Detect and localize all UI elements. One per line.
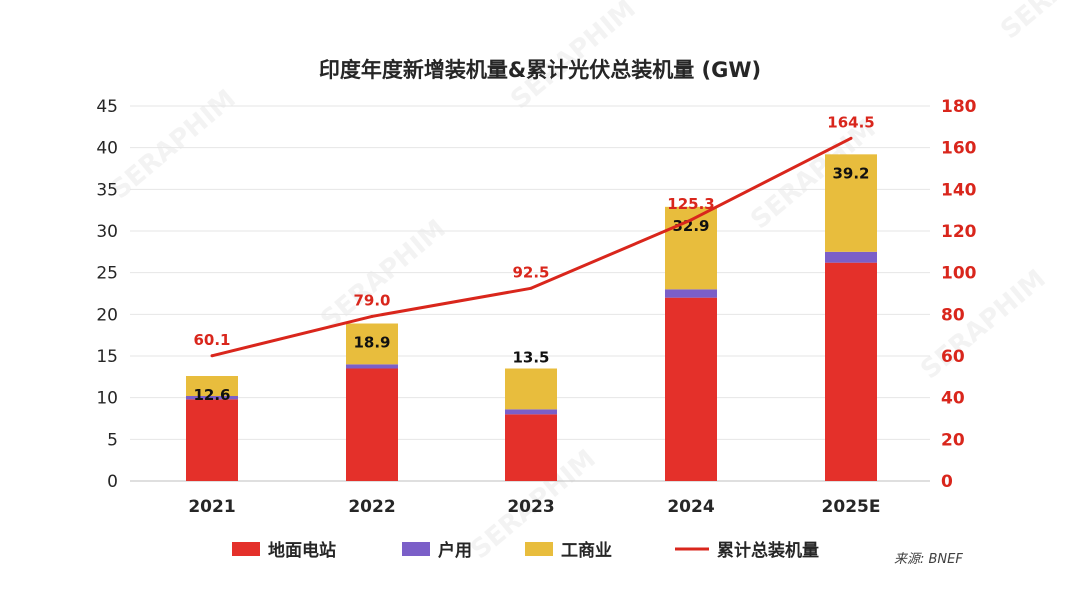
line-value-label: 92.5 (512, 263, 549, 281)
bar-total-label: 12.6 (193, 386, 230, 404)
line-point (370, 314, 374, 318)
y-right-tick-label: 0 (941, 472, 953, 492)
y-left-tick-label: 45 (96, 97, 118, 117)
x-tick-label: 2022 (348, 497, 395, 517)
x-tick-label: 2025E (822, 497, 881, 517)
legend-swatch (402, 542, 430, 556)
y-right-tick-label: 180 (941, 97, 977, 117)
y-left-tick-label: 0 (107, 472, 118, 492)
bar-segment (825, 262, 877, 481)
x-tick-label: 2024 (667, 497, 714, 517)
bar-segment (346, 368, 398, 481)
line-point (210, 354, 214, 358)
y-left-tick-label: 30 (96, 222, 118, 242)
bar-segment (346, 364, 398, 369)
y-left-tick-label: 15 (96, 347, 118, 367)
bar-segment (505, 368, 557, 410)
bar-segment (346, 323, 398, 365)
y-right-tick-label: 100 (941, 264, 977, 284)
legend-label: 工商业 (561, 540, 612, 561)
bar-segment (186, 376, 238, 396)
bar-segment (665, 289, 717, 298)
y-right-tick-label: 60 (941, 347, 965, 367)
bar-segment (825, 251, 877, 263)
y-left-tick-label: 40 (96, 139, 118, 159)
x-axis-labels: 2021 2022 2023 2024 2025E (188, 497, 880, 517)
bar-series: 12.6 18.9 13.5 32.9 39.2 (186, 154, 877, 481)
legend-swatch (525, 542, 553, 556)
y-axis-left: 0 5 10 15 20 25 30 35 40 45 (96, 97, 118, 492)
cumulative-line-series: 60.1 79.0 92.5 125.3 164.5 (193, 113, 875, 358)
bar-total-label: 18.9 (353, 334, 390, 352)
bar-total-label: 13.5 (512, 349, 549, 367)
source-note: 来源: BNEF (894, 552, 963, 567)
legend-swatch (232, 542, 260, 556)
legend-label: 累计总装机量 (717, 540, 819, 561)
line-point (849, 136, 853, 140)
y-left-tick-label: 25 (96, 264, 118, 284)
legend: 地面电站 户用 工商业 累计总装机量 (232, 540, 819, 561)
line-value-label: 164.5 (827, 113, 874, 131)
y-left-tick-label: 5 (107, 430, 118, 450)
legend-label: 户用 (438, 540, 472, 561)
y-left-tick-label: 35 (96, 180, 118, 200)
watermark: SERAPHIM (995, 0, 1080, 45)
bar-total-label: 39.2 (832, 164, 869, 182)
x-tick-label: 2023 (507, 497, 554, 517)
line-point (689, 218, 693, 222)
line-value-label: 60.1 (193, 331, 230, 349)
line-value-label: 79.0 (353, 291, 390, 309)
y-right-tick-label: 40 (941, 389, 965, 409)
y-right-tick-label: 140 (941, 180, 977, 200)
y-left-tick-label: 20 (96, 305, 118, 325)
cumulative-line (211, 136, 852, 358)
y-right-tick-label: 160 (941, 139, 977, 159)
watermark: SERAPHIM (915, 264, 1051, 385)
bar-total-label: 32.9 (672, 217, 709, 235)
chart-title: 印度年度新增装机量&累计光伏总装机量 (GW) (319, 58, 761, 82)
bar-segment (505, 414, 557, 481)
line-value-label: 125.3 (667, 195, 714, 213)
y-right-tick-label: 120 (941, 222, 977, 242)
x-tick-label: 2021 (188, 497, 235, 517)
y-axis-right: 0 20 40 60 80 100 120 140 160 180 (941, 97, 977, 492)
watermark: SERAPHIM (105, 84, 241, 205)
legend-label: 地面电站 (268, 540, 336, 561)
y-right-tick-label: 80 (941, 305, 965, 325)
bar-segment (665, 297, 717, 481)
bar-segment (186, 396, 238, 400)
watermark: SERAPHIM (315, 214, 451, 335)
bar-segment (505, 409, 557, 415)
bar-segment (825, 154, 877, 252)
y-right-tick-label: 20 (941, 430, 965, 450)
bar-segment (186, 399, 238, 481)
y-left-tick-label: 10 (96, 389, 118, 409)
line-point (529, 286, 533, 290)
